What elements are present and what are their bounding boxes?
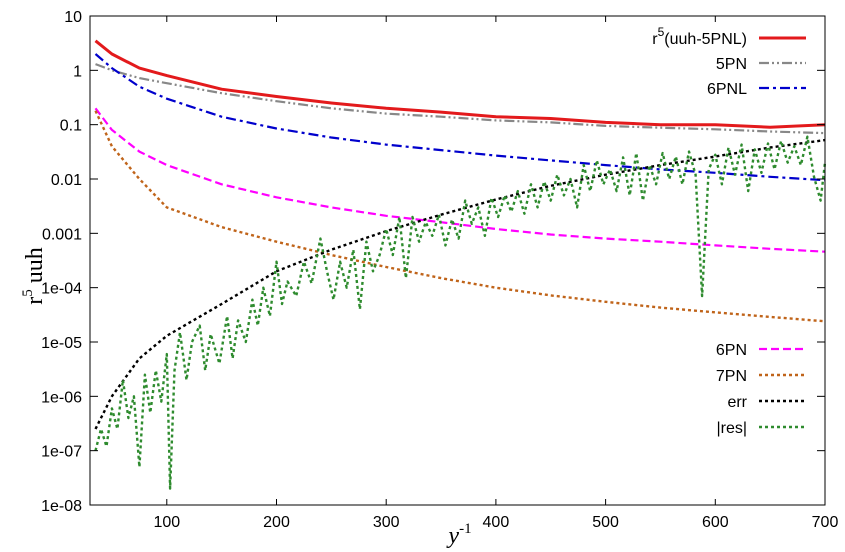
plot-frame (89, 15, 826, 506)
legend-label-main: 7PN (716, 368, 747, 385)
legend-label-main: |res| (716, 420, 747, 437)
series-line-3 (94, 107, 826, 253)
legend-label-1: 5PN (716, 56, 747, 73)
x-tick-label: 700 (812, 514, 839, 531)
legend-label-4: 7PN (716, 368, 747, 385)
series-line-2 (94, 53, 826, 182)
y-tick-label: 0.01 (51, 172, 82, 189)
legend-label-2: 6PNL (707, 81, 747, 98)
x-tick-label: 500 (592, 514, 619, 531)
y-tick-label: 1e-08 (41, 498, 82, 515)
y-tick-label: 1e-04 (41, 281, 82, 298)
x-tick-label: 600 (702, 514, 729, 531)
y-axis-title-sup: 5 (20, 289, 36, 297)
legend-label-main: err (727, 394, 747, 411)
x-tick-label: 300 (373, 514, 400, 531)
legend-label-6: |res| (716, 420, 747, 437)
tick-layer: 100 200 300 400 500 600 700 1e-08 1e-07 1e-06 1e-0… (41, 9, 838, 531)
x-axis-title: y-1 (446, 521, 471, 549)
y-tick-label: 0.001 (42, 226, 82, 243)
legend-label-main: r (652, 31, 658, 48)
legend-label-0: r5(uuh-5PNL) (652, 25, 747, 48)
series-line-0 (94, 39, 826, 129)
legend-layer: r5(uuh-5PNL) 5PN 6PNL 6PN 7PN err |res| (652, 25, 806, 437)
y-tick-label: 1 (73, 63, 82, 80)
series-layer (94, 39, 827, 490)
y-tick-label: 1e-07 (41, 444, 82, 461)
legend-label-3: 6PN (716, 342, 747, 359)
y-tick-label: 10 (64, 9, 82, 26)
legend-label-5: err (727, 394, 747, 411)
legend-label-main: 6PNL (707, 81, 747, 98)
y-tick-label: 1e-06 (41, 389, 82, 406)
x-axis-title-sup: -1 (459, 521, 472, 537)
legend-label-main: 5PN (716, 56, 747, 73)
legend-label-rest: (uuh-5PNL) (664, 31, 747, 48)
legend-label-sup: 5 (658, 25, 665, 39)
y-axis-title-main: r (22, 297, 48, 305)
x-tick-label: 400 (483, 514, 510, 531)
series-line-1 (95, 63, 826, 135)
x-tick-label: 100 (153, 514, 180, 531)
series-line-6 (94, 135, 827, 490)
y-tick-label: 1e-05 (41, 335, 82, 352)
y-tick-label: 0.1 (60, 118, 82, 135)
x-axis-title-main: y (446, 523, 459, 549)
x-tick-label: 200 (263, 514, 290, 531)
legend-label-main: 6PN (716, 342, 747, 359)
y-axis-title-rest: uuh (22, 247, 48, 289)
y-axis-title: r5 uuh (20, 247, 48, 305)
